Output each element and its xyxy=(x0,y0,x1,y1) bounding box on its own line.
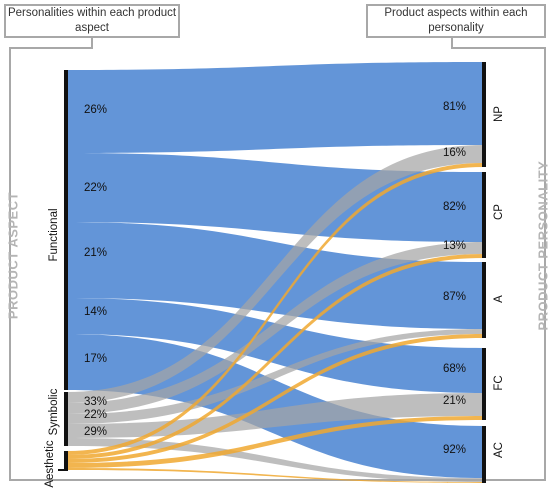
node-label-ac: AC xyxy=(493,442,505,458)
group-label-functional: Functional xyxy=(48,208,60,262)
product-aspect-axis-label: PRODUCT ASPECT xyxy=(5,191,21,320)
right-percent: 68% xyxy=(443,363,467,375)
left-percent: 29% xyxy=(84,426,108,438)
left-percent: 33% xyxy=(84,396,108,408)
left-percent: 21% xyxy=(84,247,108,259)
right-percent: 21% xyxy=(443,395,467,407)
functional-flow xyxy=(67,62,483,153)
right-header: Product aspects within each personality xyxy=(366,4,546,38)
left-percent: 14% xyxy=(84,306,108,318)
symbolic-flow xyxy=(67,242,483,414)
group-label-symbolic: Symbolic xyxy=(48,388,60,436)
aesthetic-flow xyxy=(67,468,483,483)
node-label-np: NP xyxy=(493,106,505,122)
right-percent: 81% xyxy=(443,101,467,113)
functional-node-bar xyxy=(64,70,68,390)
symbolic-node-bar xyxy=(64,392,68,446)
node-label-a: A xyxy=(493,295,505,303)
left-percent: 17% xyxy=(84,353,108,365)
symbolic-flow xyxy=(67,329,483,424)
right-percent: 92% xyxy=(443,444,467,456)
aesthetic-flow xyxy=(67,334,483,463)
aesthetic-flow xyxy=(67,416,483,468)
group-label-aesthetic: Aesthetic xyxy=(44,440,56,488)
node-label-cp: CP xyxy=(493,204,505,220)
right-percent: 16% xyxy=(443,147,467,159)
functional-flow xyxy=(67,298,483,393)
right-percent: 82% xyxy=(443,201,467,213)
personality-node-bar xyxy=(482,172,486,258)
aesthetic-node-bar xyxy=(64,451,68,470)
symbolic-flow xyxy=(67,393,483,438)
personality-node-bar xyxy=(482,426,486,483)
node-label-fc: FC xyxy=(493,375,505,391)
left-percent: 22% xyxy=(84,409,108,421)
aesthetic-flow xyxy=(67,254,483,459)
left-header: Personalities within each product aspect xyxy=(4,4,180,38)
frame-line xyxy=(9,38,546,481)
personality-node-bar xyxy=(482,348,486,420)
aesthetic-flow xyxy=(67,163,483,455)
personality-node-bar xyxy=(482,262,486,338)
left-percent: 26% xyxy=(84,104,108,116)
personality-node-bar xyxy=(482,62,486,167)
left-percent: 22% xyxy=(84,182,108,194)
right-percent: 87% xyxy=(443,291,467,303)
right-percent: 13% xyxy=(443,240,467,252)
symbolic-flow xyxy=(67,145,483,403)
product-personality-axis-label: PRODUCT PERSONALITY xyxy=(535,160,550,331)
